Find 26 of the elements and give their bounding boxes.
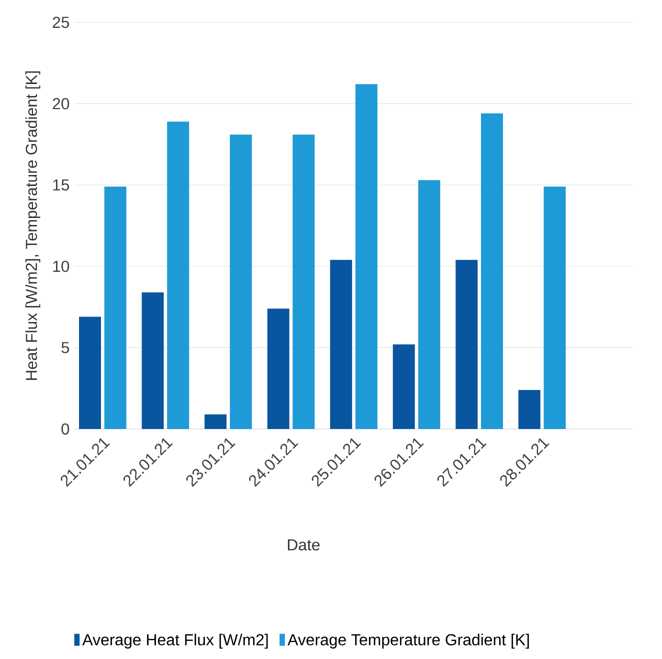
y-tick-label: 20 <box>52 98 70 110</box>
bar <box>518 390 540 430</box>
bar <box>480 113 503 430</box>
bar <box>292 134 315 430</box>
y-tick-label: 0 <box>61 423 70 435</box>
y-tick-label: 15 <box>53 179 70 191</box>
legend-label: Average Heat Flux [W/m2] <box>82 634 268 649</box>
bar <box>267 308 290 430</box>
bar <box>204 414 227 430</box>
bar <box>167 122 190 430</box>
y-tick-label: 25 <box>52 16 70 28</box>
bar <box>142 292 164 430</box>
bar <box>330 260 352 430</box>
y-tick-label: 5 <box>62 342 70 354</box>
bar <box>456 260 478 430</box>
bar <box>544 186 566 430</box>
y-axis-title: Heat Flux [W/m2], Temperature Gradient [K] <box>25 71 40 380</box>
y-tick-label: 10 <box>53 260 70 272</box>
legend-label: Average Temperature Gradient [K] <box>288 634 529 649</box>
bar <box>79 316 101 430</box>
bar <box>418 180 440 430</box>
bar <box>104 186 126 430</box>
bar <box>392 344 415 430</box>
bar <box>230 134 252 430</box>
bar <box>355 84 378 430</box>
x-axis-title: Date <box>288 539 320 550</box>
